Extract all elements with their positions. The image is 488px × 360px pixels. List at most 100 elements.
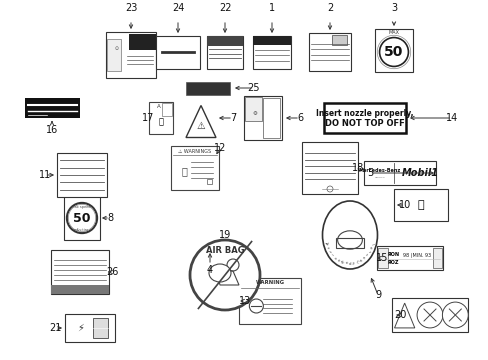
- Circle shape: [226, 259, 239, 271]
- Ellipse shape: [208, 264, 230, 282]
- Bar: [432, 248, 441, 268]
- Text: r: r: [366, 250, 370, 254]
- Text: y: y: [351, 261, 354, 265]
- Circle shape: [67, 203, 97, 233]
- Text: o: o: [367, 246, 372, 250]
- Text: 12: 12: [213, 143, 226, 153]
- Text: 👤: 👤: [158, 117, 163, 126]
- Bar: [206, 36, 243, 46]
- Circle shape: [416, 302, 442, 328]
- Text: 20: 20: [393, 310, 406, 320]
- Bar: [336, 238, 363, 248]
- Text: ⊙: ⊙: [115, 46, 119, 51]
- Bar: [331, 35, 346, 45]
- Text: Insert nozzle properly,: Insert nozzle properly,: [316, 108, 413, 117]
- Bar: [51, 285, 109, 294]
- Bar: [149, 102, 173, 134]
- Circle shape: [68, 204, 96, 232]
- Ellipse shape: [322, 201, 377, 269]
- Text: ⚠: ⚠: [196, 121, 205, 131]
- Bar: [302, 142, 357, 194]
- Text: 10: 10: [398, 200, 410, 210]
- Text: o: o: [344, 261, 347, 265]
- Text: Mobil1: Mobil1: [401, 168, 438, 178]
- Bar: [206, 179, 212, 184]
- Text: 24: 24: [171, 3, 184, 13]
- Bar: [244, 96, 282, 140]
- Bar: [65, 314, 115, 342]
- Text: Mercedes-Benz: Mercedes-Benz: [358, 168, 400, 174]
- Bar: [377, 248, 387, 268]
- Text: 17: 17: [142, 113, 154, 123]
- Circle shape: [249, 299, 263, 313]
- Bar: [252, 36, 290, 45]
- Text: 25: 25: [247, 83, 260, 93]
- Bar: [376, 246, 442, 270]
- Bar: [308, 33, 350, 71]
- Bar: [391, 298, 467, 332]
- Text: max speed: max speed: [71, 205, 91, 209]
- Bar: [93, 318, 108, 338]
- Text: WARNING: WARNING: [255, 280, 284, 285]
- Bar: [107, 39, 121, 71]
- Text: 11: 11: [39, 170, 51, 180]
- Text: 🤜: 🤜: [181, 166, 187, 176]
- Bar: [363, 161, 435, 185]
- Text: RON: RON: [386, 252, 399, 257]
- Text: AIR BAG: AIR BAG: [205, 246, 244, 255]
- Text: 50: 50: [384, 45, 403, 59]
- Text: 23: 23: [124, 3, 137, 13]
- Bar: [51, 250, 109, 294]
- Text: e: e: [337, 258, 341, 263]
- Bar: [393, 189, 447, 221]
- Bar: [185, 81, 229, 94]
- Bar: [206, 36, 243, 68]
- Bar: [324, 103, 405, 133]
- Text: 4: 4: [206, 265, 213, 275]
- Bar: [64, 196, 100, 240]
- Text: v: v: [334, 256, 338, 260]
- Text: 2: 2: [326, 3, 332, 13]
- Text: 1: 1: [268, 3, 274, 13]
- Text: A: A: [325, 242, 330, 246]
- Bar: [263, 98, 280, 138]
- Circle shape: [442, 302, 468, 328]
- Text: ─────: ─────: [374, 176, 385, 180]
- Text: ⚡: ⚡: [78, 323, 84, 333]
- Text: 26: 26: [105, 267, 118, 277]
- Bar: [106, 32, 156, 78]
- Text: 🦾: 🦾: [417, 200, 424, 210]
- Bar: [244, 97, 262, 121]
- Bar: [128, 34, 156, 50]
- Bar: [57, 153, 107, 197]
- Circle shape: [190, 240, 260, 310]
- Bar: [239, 278, 301, 324]
- Text: o: o: [358, 258, 362, 263]
- Text: A: A: [157, 104, 161, 109]
- Text: 5: 5: [366, 168, 372, 178]
- Text: n: n: [361, 256, 365, 260]
- Text: 98 (MIN. 93: 98 (MIN. 93: [402, 253, 430, 258]
- Bar: [171, 146, 219, 190]
- Text: 18: 18: [351, 163, 364, 173]
- Text: ⚠ WARNINGS: ⚠ WARNINGS: [178, 148, 211, 153]
- Text: 6: 6: [296, 113, 303, 123]
- Bar: [162, 103, 171, 116]
- Text: 19: 19: [219, 230, 231, 240]
- Text: t: t: [364, 253, 367, 257]
- Text: d: d: [348, 262, 350, 266]
- Circle shape: [379, 37, 407, 67]
- Text: 9: 9: [374, 290, 380, 300]
- Text: 50: 50: [73, 211, 91, 225]
- Text: 7: 7: [229, 113, 236, 123]
- Text: 14: 14: [445, 113, 457, 123]
- Text: DO NOT TOP OFF: DO NOT TOP OFF: [325, 120, 404, 129]
- Text: 3: 3: [390, 3, 396, 13]
- Bar: [252, 36, 290, 68]
- Text: 16: 16: [46, 125, 58, 135]
- Text: c: c: [326, 246, 331, 250]
- Bar: [156, 36, 200, 68]
- Bar: [24, 98, 80, 118]
- Text: ⚙: ⚙: [252, 111, 257, 116]
- Text: B: B: [340, 260, 344, 265]
